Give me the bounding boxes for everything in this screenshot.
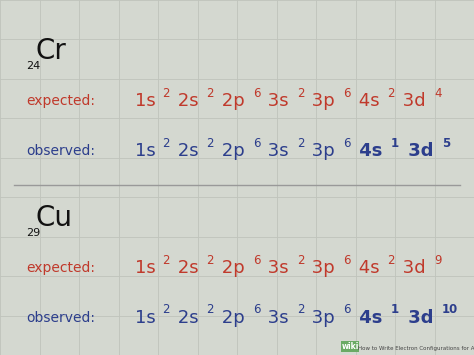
- Text: 2: 2: [162, 87, 169, 100]
- Text: wiki: wiki: [341, 342, 359, 351]
- Text: 6: 6: [253, 254, 260, 267]
- Text: 2p: 2p: [216, 142, 244, 160]
- Text: 2: 2: [297, 87, 304, 100]
- Text: 3s: 3s: [262, 309, 289, 327]
- Text: 3d: 3d: [397, 92, 426, 110]
- Text: observed:: observed:: [26, 311, 95, 325]
- Text: 2: 2: [388, 254, 395, 267]
- Text: 5: 5: [442, 137, 450, 149]
- Text: 2s: 2s: [172, 142, 198, 160]
- Text: 9: 9: [434, 254, 442, 267]
- Text: 3d: 3d: [397, 259, 426, 277]
- Text: expected:: expected:: [26, 94, 95, 108]
- Text: 3d: 3d: [401, 309, 433, 327]
- Text: 6: 6: [253, 87, 260, 100]
- Text: 1: 1: [391, 304, 399, 316]
- Text: 3s: 3s: [262, 92, 289, 110]
- Text: 2p: 2p: [216, 259, 244, 277]
- Text: 6: 6: [344, 137, 351, 149]
- Text: 24: 24: [26, 61, 40, 71]
- Text: 4s: 4s: [353, 259, 380, 277]
- Text: 2: 2: [388, 87, 395, 100]
- Text: observed:: observed:: [26, 144, 95, 158]
- Text: 1s: 1s: [135, 309, 156, 327]
- Text: 2: 2: [162, 304, 169, 316]
- Text: 2s: 2s: [172, 309, 198, 327]
- Text: 2s: 2s: [172, 259, 198, 277]
- Text: 3s: 3s: [262, 142, 289, 160]
- Text: 2: 2: [206, 137, 213, 149]
- Text: Cr: Cr: [36, 38, 66, 65]
- Text: expected:: expected:: [26, 261, 95, 275]
- Text: 6: 6: [253, 304, 260, 316]
- Text: 29: 29: [26, 228, 40, 237]
- Text: 6: 6: [344, 304, 351, 316]
- Text: 4s: 4s: [353, 92, 380, 110]
- Text: 2s: 2s: [172, 92, 198, 110]
- Text: 2: 2: [206, 304, 213, 316]
- Text: 3s: 3s: [262, 259, 289, 277]
- Text: 2p: 2p: [216, 309, 244, 327]
- Text: 3d: 3d: [401, 142, 433, 160]
- Text: 2: 2: [162, 254, 169, 267]
- Text: 6: 6: [344, 254, 351, 267]
- Text: 2: 2: [206, 87, 213, 100]
- Text: 10: 10: [442, 304, 458, 316]
- Text: 1s: 1s: [135, 92, 156, 110]
- Text: 1: 1: [391, 137, 399, 149]
- Text: 2: 2: [297, 304, 304, 316]
- Text: How to Write Electron Configurations for Atoms of Any Element: How to Write Electron Configurations for…: [358, 346, 474, 351]
- Text: 2: 2: [297, 254, 304, 267]
- Text: 4s: 4s: [353, 142, 383, 160]
- Text: 2: 2: [206, 254, 213, 267]
- Text: 3p: 3p: [306, 142, 335, 160]
- Text: 3p: 3p: [306, 92, 335, 110]
- Text: 6: 6: [344, 87, 351, 100]
- Text: Cu: Cu: [36, 204, 73, 232]
- Text: 1s: 1s: [135, 259, 156, 277]
- Text: 2: 2: [297, 137, 304, 149]
- Text: 2p: 2p: [216, 92, 244, 110]
- Text: 3p: 3p: [306, 259, 335, 277]
- Text: 4: 4: [434, 87, 442, 100]
- Text: 1s: 1s: [135, 142, 156, 160]
- Text: 6: 6: [253, 137, 260, 149]
- Text: 3p: 3p: [306, 309, 335, 327]
- Text: 2: 2: [162, 137, 169, 149]
- Text: 4s: 4s: [353, 309, 383, 327]
